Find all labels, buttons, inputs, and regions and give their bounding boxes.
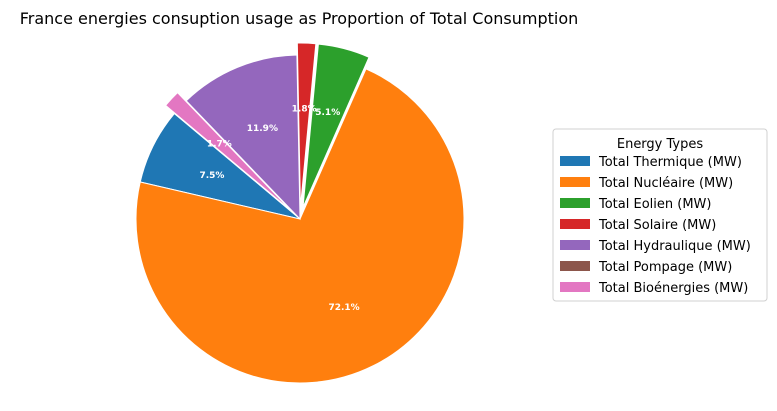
legend-label: Total Pompage (MW) [598,260,732,275]
legend: Energy Types Total Thermique (MW) Total N… [552,128,768,302]
legend-swatch [560,240,590,250]
legend-frame [552,128,768,302]
legend-item: Total Pompage (MW) [560,260,732,275]
legend-label: Total Bioénergies (MW) [598,281,748,296]
legend-swatch [560,198,590,208]
legend-item: Total Hydraulique (MW) [560,239,751,254]
legend-swatch [560,219,590,229]
pie-percent-label: 1.8% [292,105,317,115]
legend-label: Total Nucléaire (MW) [598,176,733,191]
legend-item: Total Solaire (MW) [560,218,716,233]
legend-swatch [560,177,590,187]
legend-title: Energy Types [617,137,704,152]
pie-slice-2 [302,43,370,208]
pie-percent-label: 5.1% [315,108,340,118]
legend-swatch [560,261,590,271]
pie-slice-3 [296,42,317,208]
pie-percent-labels: 7.5% 72.1% 5.1%1.8% 11.9% 1.7% [199,105,359,313]
pie-slice-4 [185,54,301,221]
legend-label: Total Hydraulique (MW) [598,239,751,254]
legend-item: Total Thermique (MW) [560,155,742,170]
pie-percent-label: 7.5% [199,171,224,181]
pie-percent-label: 11.9% [247,124,278,134]
legend-items: Total Thermique (MW) Total Nucléaire (MW)… [560,155,751,296]
legend-swatch [560,282,590,292]
pie-percent-label: 72.1% [328,303,359,313]
legend-swatch [560,156,590,166]
legend-item: Total Eolien (MW) [560,197,711,212]
pie-percent-label: 1.7% [207,140,232,150]
legend-label: Total Thermique (MW) [598,155,742,170]
pie-slices [135,42,465,384]
legend-label: Total Eolien (MW) [598,197,711,212]
pie-slice-6 [164,91,292,212]
legend-item: Total Nucléaire (MW) [560,176,733,191]
legend-label: Total Solaire (MW) [598,218,716,233]
pie-slice-1 [135,68,465,384]
legend-item: Total Bioénergies (MW) [560,281,748,296]
chart-title: France energies consuption usage as Prop… [20,9,579,28]
